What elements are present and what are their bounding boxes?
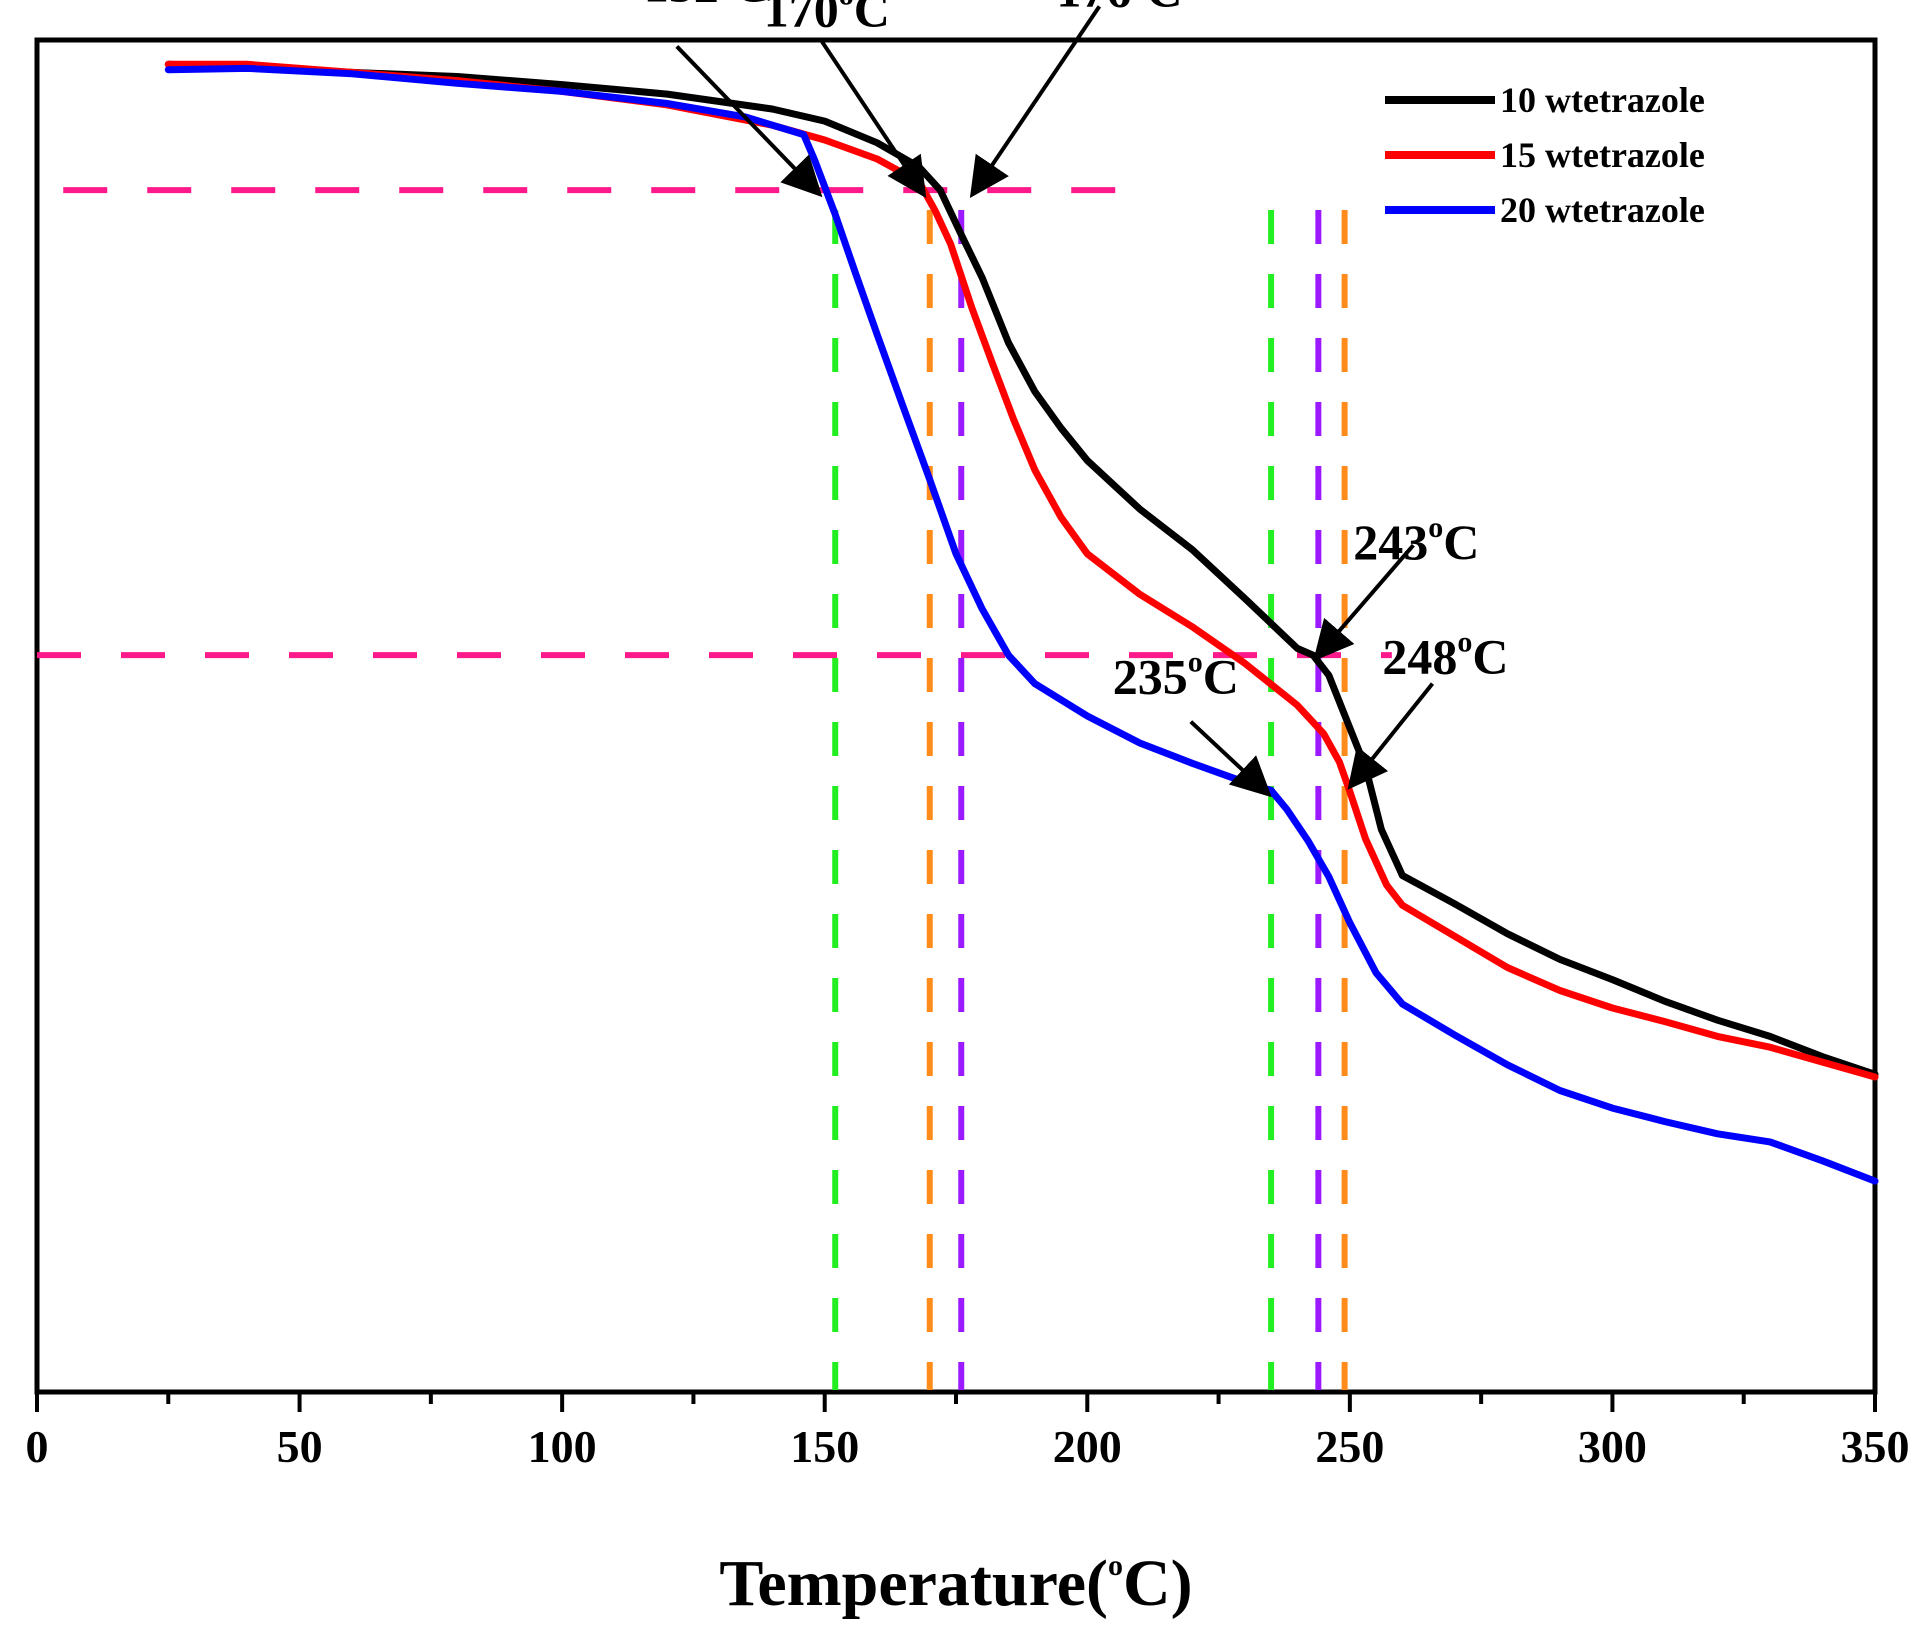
temperature-annotations: 152oC170oC 176oC 243oC 248oC 235oC	[644, 0, 1509, 798]
x-axis-title: Temperature(oC)	[719, 1547, 1192, 1620]
legend-label: 15 wtetrazole	[1500, 135, 1705, 175]
annotation-arrow	[1189, 720, 1272, 798]
annotation-arrow	[1313, 543, 1415, 662]
reference-lines	[37, 187, 1392, 1390]
annotation-label: 248oC	[1382, 626, 1508, 685]
annotation-arrow	[820, 40, 927, 199]
legend: 10 wtetrazole 15 wtetrazole 20 wtetrazole	[1385, 80, 1705, 230]
legend-label: 20 wtetrazole	[1500, 190, 1705, 230]
annotation-arrow	[969, 5, 1102, 199]
series-line-2	[164, 64, 1879, 1185]
plot-frame	[34, 37, 1878, 1395]
x-tick-label: 300	[1578, 1421, 1647, 1472]
annotation-arrow	[1347, 682, 1435, 790]
x-tick-label: 350	[1841, 1421, 1910, 1472]
x-tick-label: 100	[528, 1421, 597, 1472]
series-line-0	[164, 60, 1879, 1078]
x-tick-label: 150	[790, 1421, 859, 1472]
annotation-label: 176oC	[1056, 0, 1182, 17]
legend-label: 10 wtetrazole	[1500, 80, 1705, 120]
x-tick-label: 200	[1053, 1421, 1122, 1472]
x-tick-label: 50	[277, 1421, 323, 1472]
annotation-label: 243oC	[1353, 511, 1479, 570]
annotation-label: 235oC	[1113, 646, 1239, 705]
annotation-arrow	[675, 45, 823, 198]
x-tick-label: 0	[26, 1421, 49, 1472]
x-tick-label: 250	[1315, 1421, 1384, 1472]
x-axis: 0 50 100 150 200 250 300 350	[26, 1392, 1910, 1472]
annotation-label: 152oC	[644, 0, 770, 12]
annotation-label: 170oC	[764, 0, 890, 37]
series-lines	[164, 60, 1879, 1185]
